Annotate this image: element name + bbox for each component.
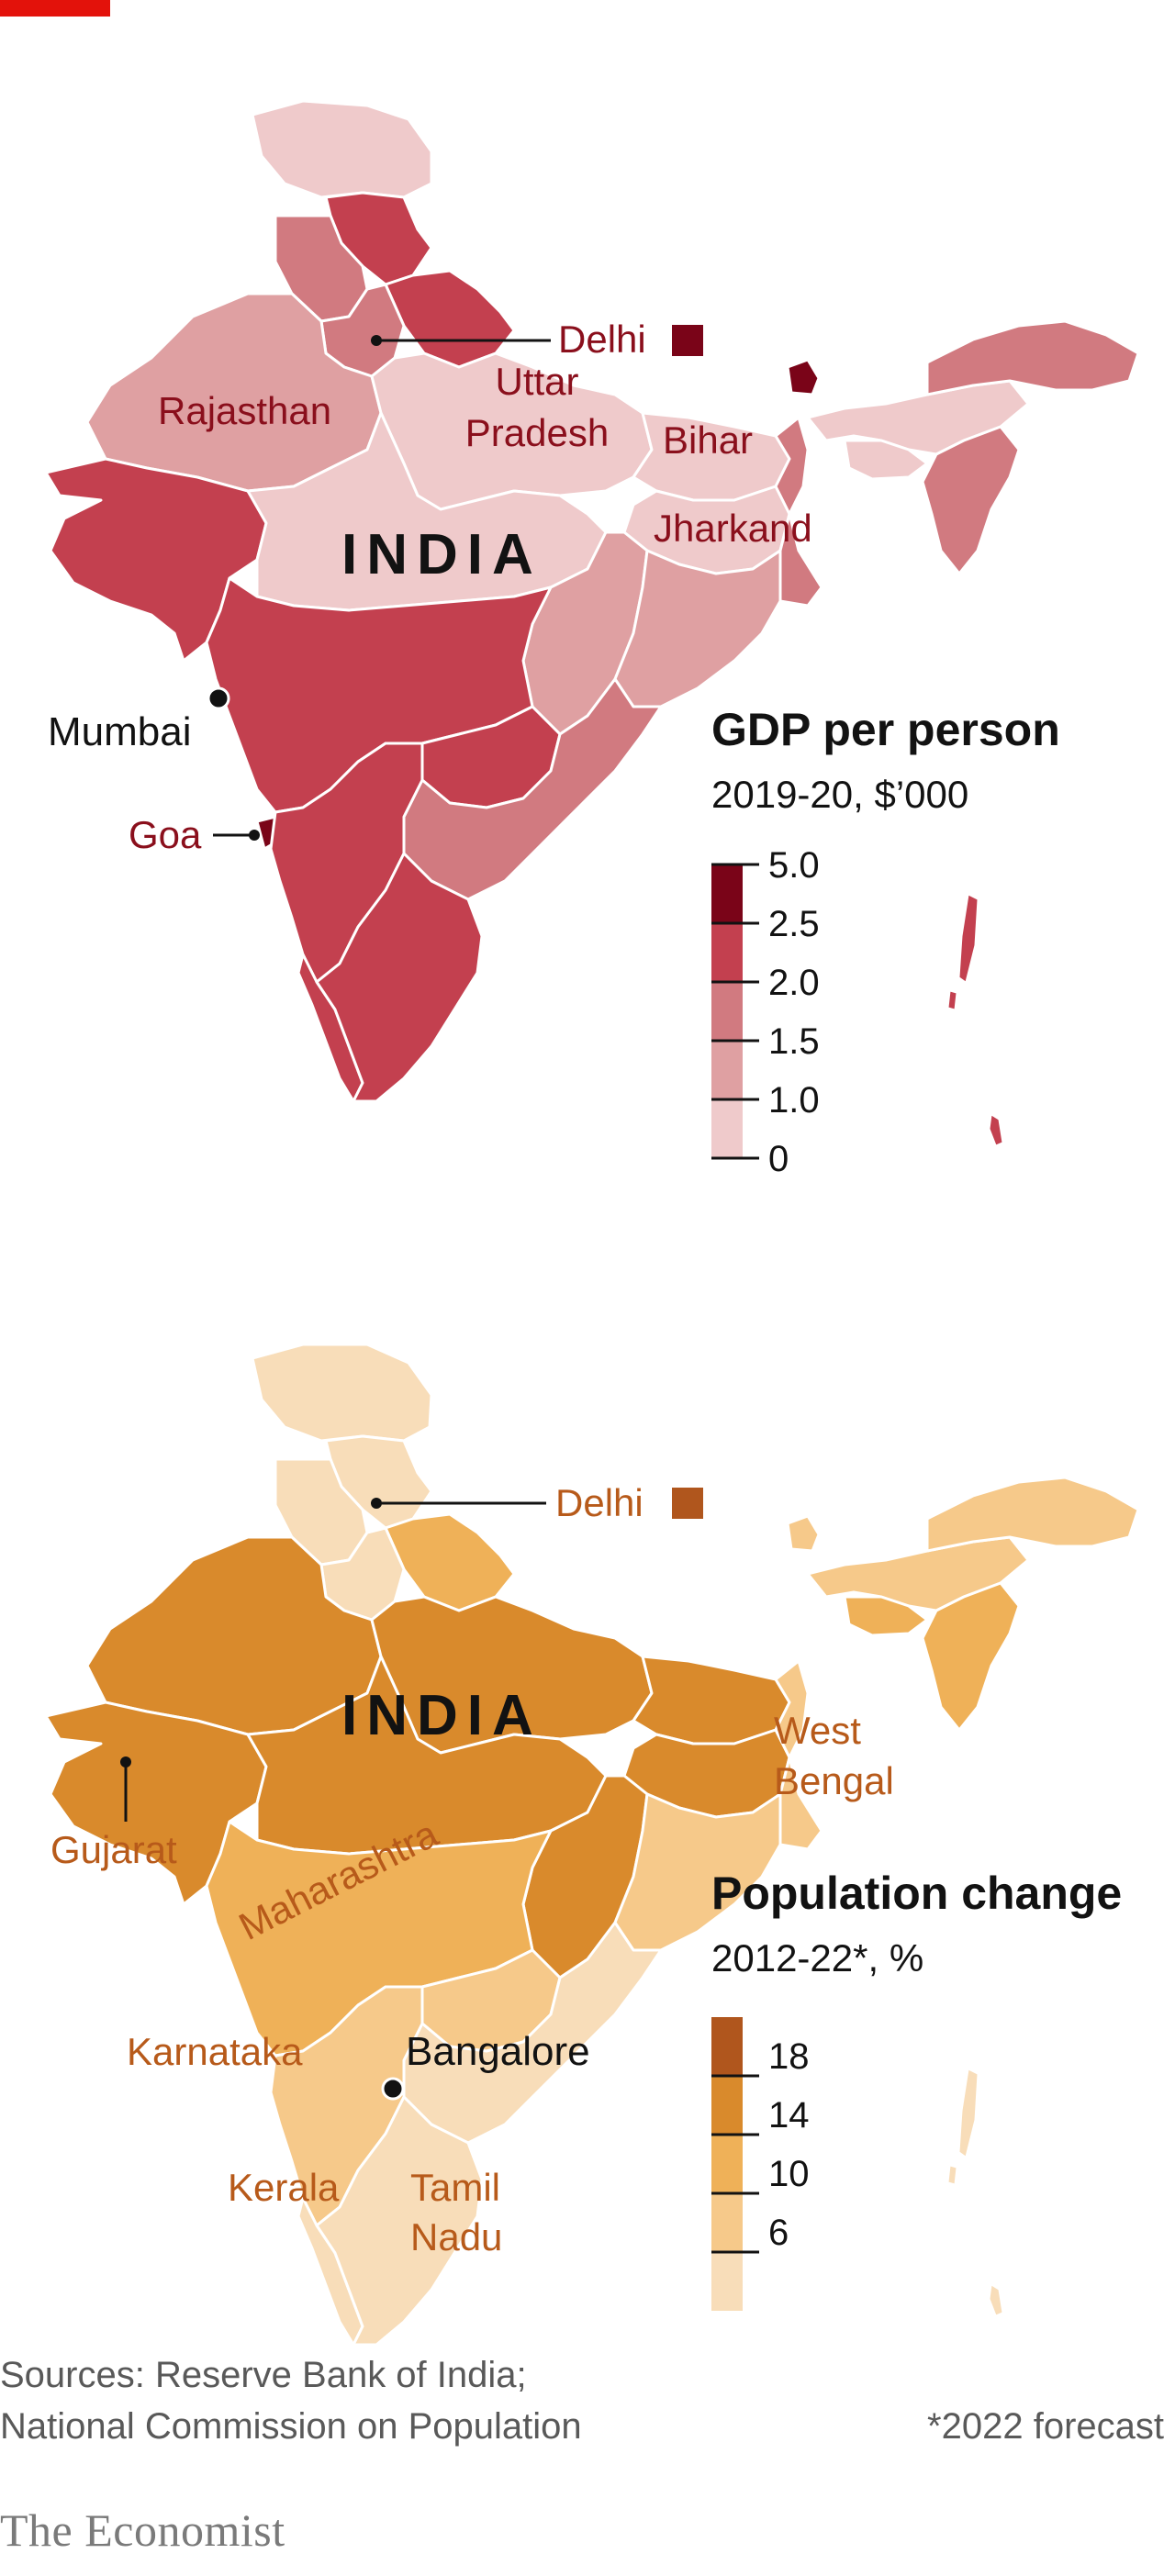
label-gujarat: Gujarat bbox=[50, 1828, 177, 1871]
label-mumbai: Mumbai bbox=[48, 709, 192, 754]
legend2-tick-label: 10 bbox=[768, 2154, 810, 2194]
region2-ladakh-kashmir bbox=[251, 1343, 433, 1443]
legend2-title: Population change bbox=[711, 1868, 1122, 1919]
label-bangalore: Bangalore bbox=[406, 2029, 590, 2074]
label-west-bengal-line2: Bengal bbox=[774, 1759, 894, 1802]
region2-andaman bbox=[958, 2069, 979, 2158]
region2-bihar bbox=[632, 1655, 791, 1745]
label-west-bengal-line1: West bbox=[774, 1709, 861, 1752]
legend-title: GDP per person bbox=[711, 704, 1060, 755]
brand-accent-bar bbox=[0, 0, 110, 17]
goa-dot bbox=[249, 830, 260, 841]
bangalore-dot bbox=[381, 2077, 405, 2101]
legend2-tick-label: 18 bbox=[768, 2036, 810, 2077]
legend-swatch bbox=[711, 982, 743, 1041]
region-tamil-nadu bbox=[315, 852, 484, 1103]
region2-northeast-south bbox=[921, 1581, 1021, 1732]
region2-nicobar bbox=[989, 2284, 1003, 2316]
economist-logo: The Economist bbox=[0, 2504, 285, 2556]
sources-note: Sources: Reserve Bank of India; National… bbox=[0, 2349, 582, 2452]
label-uttar-pradesh-line1: Uttar bbox=[495, 360, 578, 403]
legend2-subtitle: 2012-22*, % bbox=[711, 1936, 923, 1979]
legend2-swatch bbox=[711, 2252, 743, 2311]
legend-tick-label: 2.5 bbox=[768, 904, 820, 944]
forecast-note: *2022 forecast bbox=[927, 2406, 1164, 2447]
delhi-swatch bbox=[672, 325, 703, 356]
region-nicobar bbox=[989, 1114, 1003, 1146]
legend-tick-label: 0 bbox=[768, 1139, 789, 1179]
region2-andaman-small bbox=[947, 2165, 957, 2185]
delhi2-dot bbox=[371, 1498, 382, 1509]
region2-west-bengal bbox=[774, 1659, 823, 1851]
legend2-swatch bbox=[711, 2076, 743, 2135]
legend2-swatch bbox=[711, 2193, 743, 2252]
sources-line1: Sources: Reserve Bank of India; bbox=[0, 2355, 527, 2395]
label-goa: Goa bbox=[129, 813, 202, 856]
gdp-map bbox=[44, 99, 1140, 1146]
label-tamil-nadu-line2: Nadu bbox=[410, 2215, 502, 2258]
legend2-tick-label: 6 bbox=[768, 2213, 789, 2253]
label-jharkand: Jharkand bbox=[654, 507, 812, 550]
legend-swatch bbox=[711, 864, 743, 923]
legend-subtitle: 2019-20, $’000 bbox=[711, 773, 968, 816]
legend2-swatches bbox=[711, 2017, 743, 2311]
label-uttar-pradesh-line2: Pradesh bbox=[465, 411, 609, 454]
region-odisha bbox=[613, 549, 782, 708]
label-tamil-nadu-line1: Tamil bbox=[410, 2166, 500, 2209]
region2-meghalaya bbox=[843, 1595, 929, 1637]
region-meghalaya bbox=[843, 439, 929, 481]
region2-sikkim bbox=[786, 1514, 821, 1553]
legend2-ticks: 18 14 10 6 bbox=[711, 2036, 810, 2254]
label-karnataka: Karnataka bbox=[127, 2030, 303, 2073]
region2-andhra-pradesh bbox=[402, 1921, 663, 2145]
region-tripura-mizoram-manipur bbox=[921, 425, 1021, 575]
delhi2-swatch bbox=[672, 1488, 703, 1519]
region-andhra-pradesh bbox=[402, 677, 663, 901]
region-uttarakhand bbox=[384, 269, 516, 369]
country-label: INDIA bbox=[341, 523, 543, 586]
legend-swatches bbox=[711, 864, 743, 1158]
region2-odisha bbox=[613, 1792, 782, 1952]
legend-swatch bbox=[711, 1041, 743, 1099]
legend-swatch bbox=[711, 923, 743, 982]
label-delhi: Delhi bbox=[558, 318, 646, 361]
legend-tick-label: 2.0 bbox=[768, 963, 820, 1003]
legend-tick-label: 5.0 bbox=[768, 845, 820, 886]
region2-tamil-nadu bbox=[315, 2095, 484, 2347]
region-andaman-small bbox=[947, 990, 957, 1010]
label-bihar: Bihar bbox=[663, 418, 753, 462]
label-kerala: Kerala bbox=[228, 2166, 340, 2209]
gdp-map-annotations: Delhi Rajasthan Uttar Pradesh Bihar Jhar… bbox=[48, 318, 812, 856]
gdp-legend: GDP per person 2019-20, $’000 5.0 2.5 2.0 1… bbox=[711, 704, 1060, 1179]
region-sikkim bbox=[786, 358, 821, 396]
country-label-2: INDIA bbox=[341, 1684, 543, 1747]
legend-swatch bbox=[711, 1099, 743, 1158]
gujarat-dot bbox=[120, 1756, 131, 1768]
region-west-bengal bbox=[774, 416, 823, 608]
population-legend: Population change 2012-22*, % 18 14 10 6 bbox=[711, 1868, 1122, 2311]
sources-line2: National Commission on Population bbox=[0, 2406, 582, 2447]
legend-tick-label: 1.5 bbox=[768, 1021, 820, 1062]
mumbai-dot bbox=[207, 686, 230, 710]
legend2-tick-label: 14 bbox=[768, 2095, 810, 2136]
legend-ticks: 5.0 2.5 2.0 1.5 1.0 0 bbox=[711, 845, 820, 1179]
region2-uttarakhand bbox=[384, 1512, 516, 1612]
region2-arunachal bbox=[925, 1476, 1140, 1553]
population-map bbox=[44, 1343, 1140, 2347]
legend2-swatch bbox=[711, 2017, 743, 2076]
region-andaman bbox=[958, 894, 979, 983]
region-arunachal bbox=[925, 319, 1140, 396]
legend-tick-label: 1.0 bbox=[768, 1080, 820, 1121]
region-ladakh-kashmir bbox=[251, 99, 433, 199]
delhi-dot bbox=[371, 335, 382, 346]
label-rajasthan: Rajasthan bbox=[158, 389, 331, 432]
legend2-swatch bbox=[711, 2135, 743, 2193]
label2-delhi: Delhi bbox=[555, 1481, 643, 1524]
